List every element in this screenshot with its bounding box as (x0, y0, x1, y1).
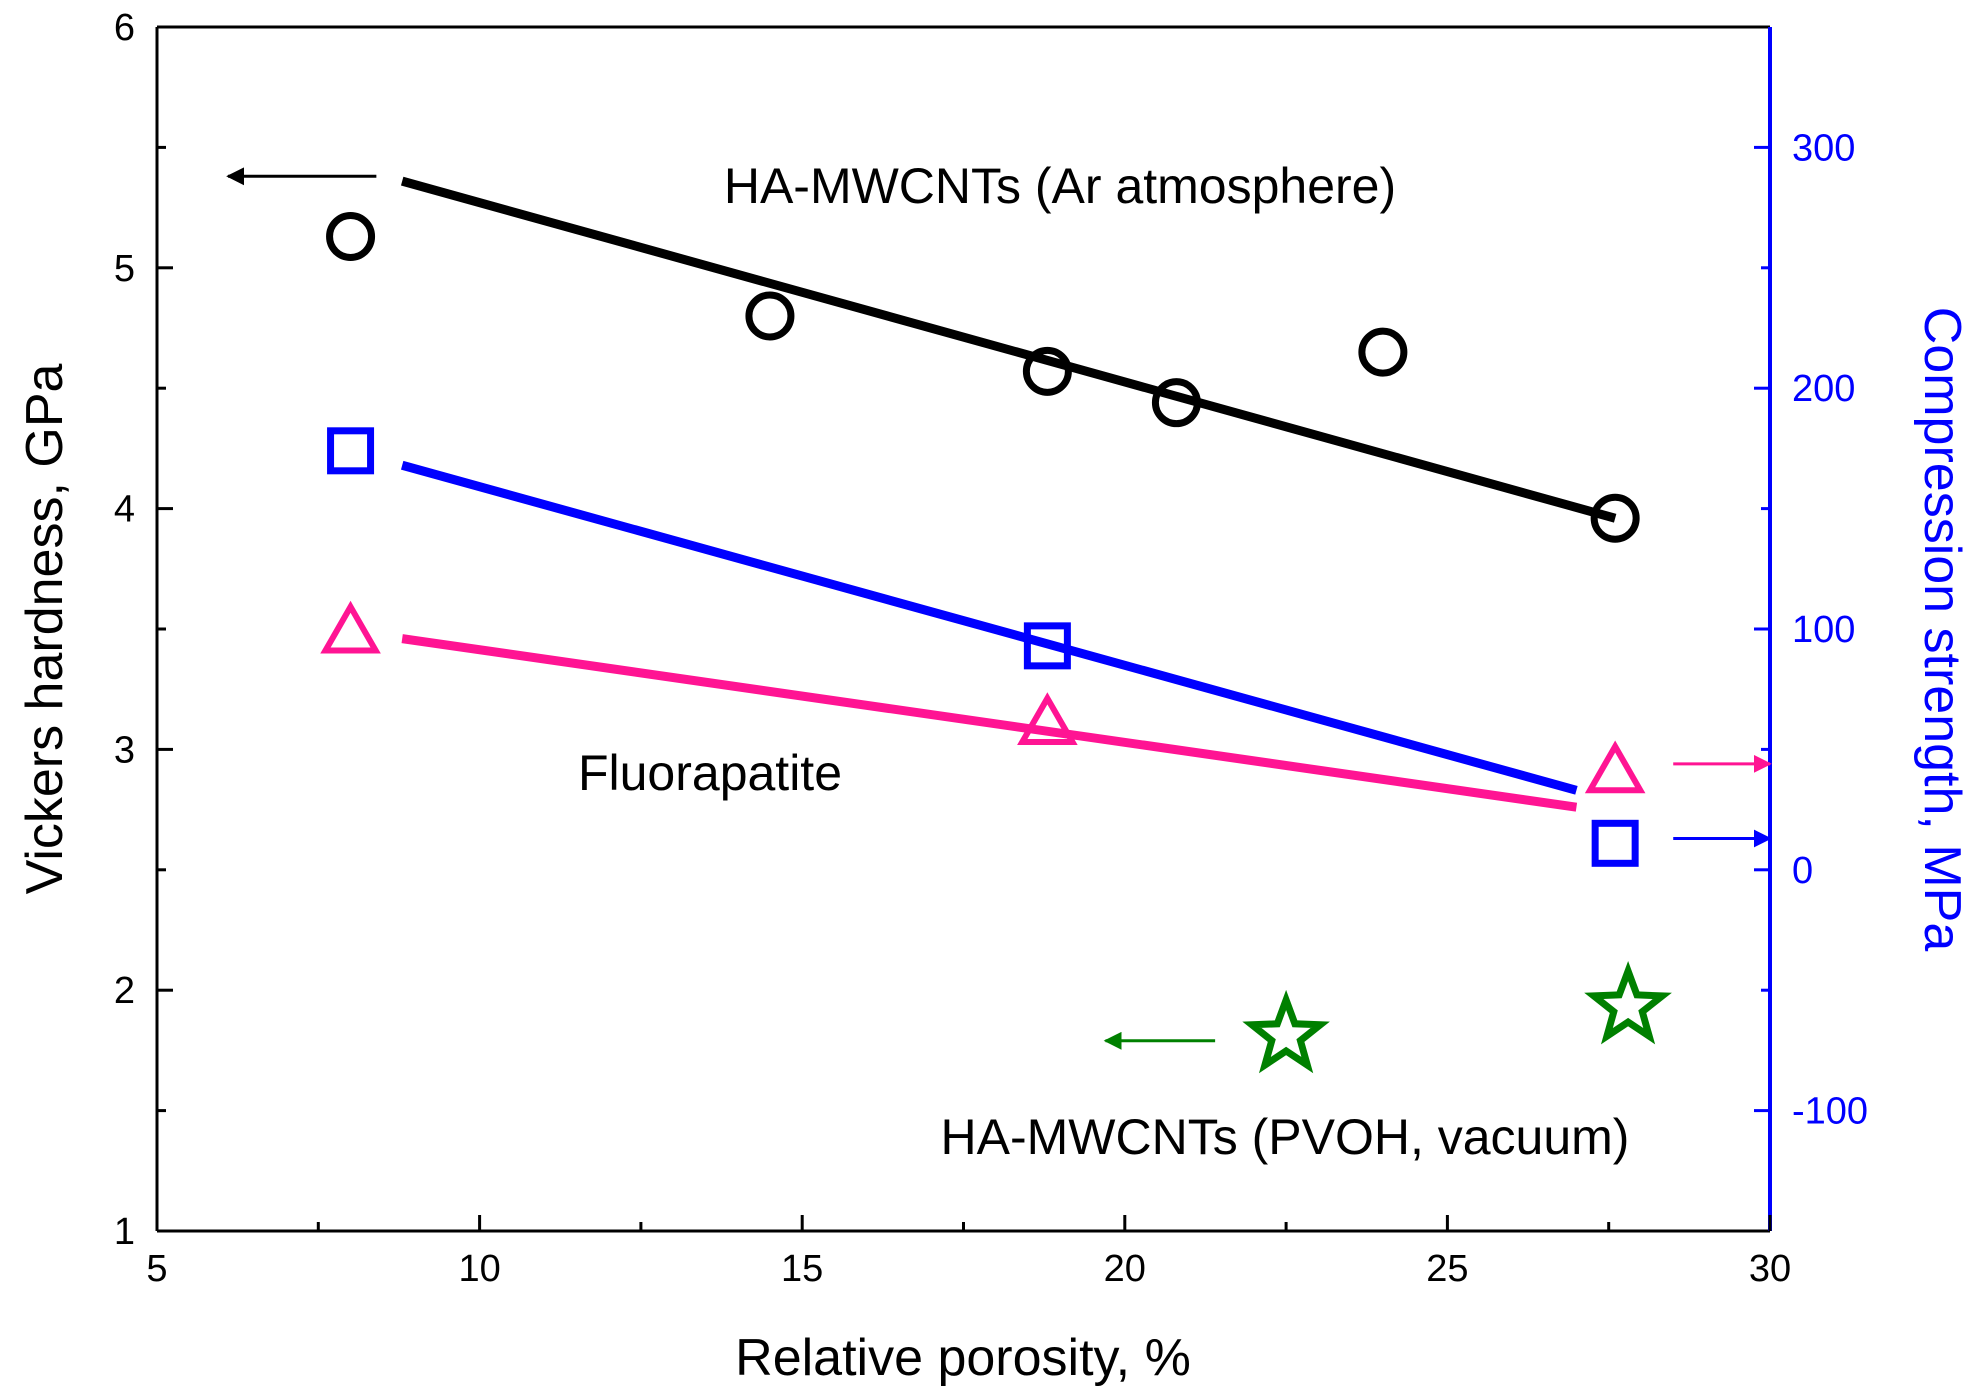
axis-arrows (226, 167, 1772, 1050)
square-marker-compression-strength (1023, 622, 1071, 670)
y-right-tick-label: -100 (1792, 1091, 1868, 1133)
annotation-pvoh-vacuum: HA-MWCNTs (PVOH, vacuum) (941, 1109, 1630, 1165)
x-tick-label: 20 (1104, 1248, 1146, 1290)
star-marker-ha-mwcnts-pvoh-vacuum (1584, 961, 1672, 1045)
y-left-tick-label: 2 (114, 970, 135, 1012)
annotation-ar-atmosphere: HA-MWCNTs (Ar atmosphere) (724, 158, 1396, 214)
x-tick-label: 15 (781, 1248, 823, 1290)
y-left-tick-label: 1 (114, 1211, 135, 1253)
y-right-tick-label: 100 (1792, 609, 1855, 651)
triangle-marker-fluorapatite (1017, 692, 1078, 746)
y-right-axis-label: Compression strength, MPa (1913, 307, 1971, 952)
circle-marker-ha-mwcnts-ar-atmosphere (326, 211, 376, 261)
circle-marker-ha-mwcnts-ar-atmosphere (1151, 378, 1201, 428)
square-marker-compression-strength (327, 427, 375, 475)
x-axis-label: Relative porosity, % (735, 1329, 1191, 1387)
triangle-marker-fluorapatite (1584, 740, 1646, 794)
fit-line-compression-strength (400, 460, 1578, 795)
y-left-tick-label: 5 (114, 248, 135, 290)
x-tick-label: 5 (146, 1248, 167, 1290)
data-points (320, 211, 1672, 1074)
triangle-marker-fluorapatite (320, 600, 381, 654)
y-right-tick-label: 300 (1792, 127, 1855, 169)
x-tick-label: 10 (458, 1248, 500, 1290)
star-marker-ha-mwcnts-pvoh-vacuum (1242, 989, 1330, 1074)
circle-marker-ha-mwcnts-ar-atmosphere (1358, 327, 1408, 377)
circle-marker-ha-mwcnts-ar-atmosphere (745, 291, 795, 341)
x-tick-label: 30 (1749, 1248, 1791, 1290)
y-left-tick-label: 4 (114, 489, 135, 531)
annotation-fluorapatite: Fluorapatite (578, 745, 842, 801)
fit-lines (400, 176, 1617, 812)
x-tick-label: 25 (1426, 1248, 1468, 1290)
ticks-layer: 5 10 15 20 25 30 1 2 3 4 5 6 -100 0 100 200 300 (114, 7, 1868, 1290)
circle-marker-ha-mwcnts-ar-atmosphere (1022, 346, 1072, 396)
y-right-tick-label: 0 (1792, 850, 1813, 892)
y-right-tick-label: 200 (1792, 368, 1855, 410)
circle-marker-ha-mwcnts-ar-atmosphere (1590, 493, 1640, 543)
y-left-tick-label: 3 (114, 729, 135, 771)
y-left-tick-label: 6 (114, 7, 135, 49)
fit-line-fluorapatite (401, 634, 1578, 812)
square-marker-compression-strength (1591, 819, 1639, 867)
y-left-axis-label: Vickers hardness, GPa (16, 364, 74, 895)
fit-line-ha-mwcnts-ar-atmosphere (400, 176, 1617, 523)
